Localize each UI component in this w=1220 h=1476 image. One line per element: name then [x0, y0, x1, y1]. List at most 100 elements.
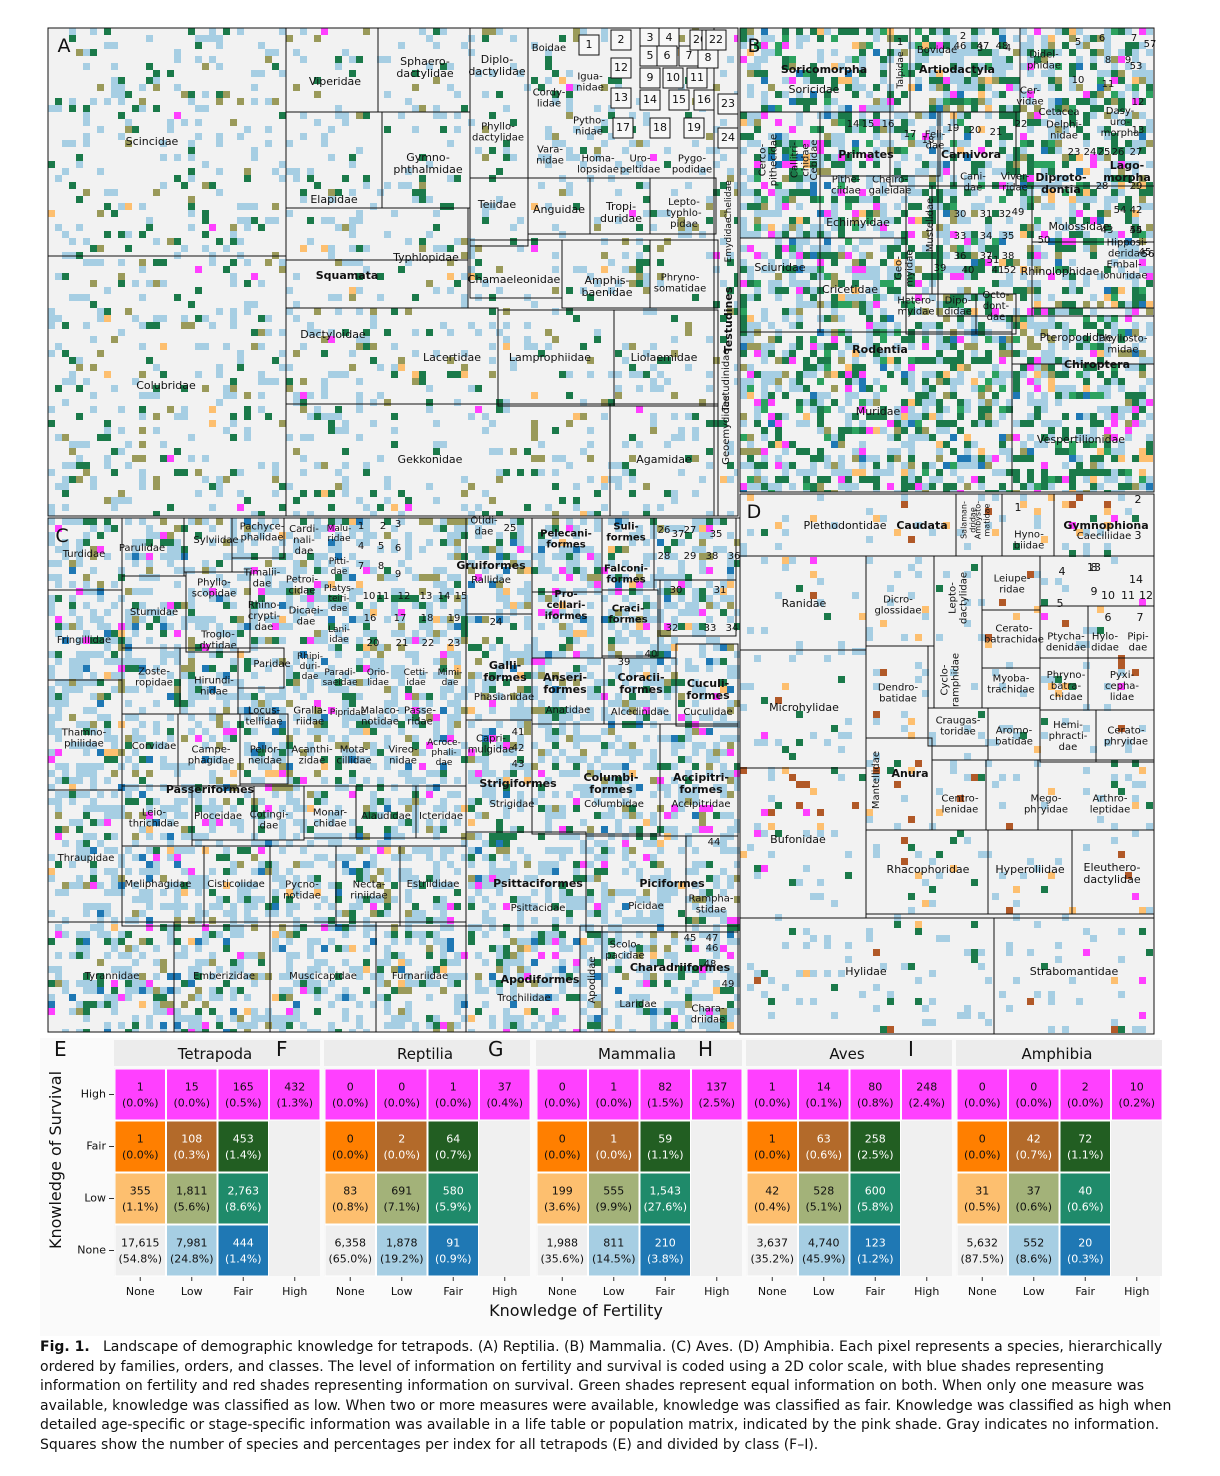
species-pixel: [887, 434, 894, 441]
species-pixel: [230, 693, 237, 700]
species-pixel: [678, 35, 685, 42]
species-pixel: [97, 245, 104, 252]
species-pixel: [230, 630, 237, 637]
species-pixel: [76, 658, 83, 665]
species-pixel: [1118, 448, 1125, 455]
species-pixel: [852, 413, 859, 420]
species-pixel: [139, 259, 146, 266]
species-pixel: [943, 168, 950, 175]
species-pixel: [55, 434, 62, 441]
species-pixel: [216, 371, 223, 378]
species-pixel: [405, 238, 412, 245]
species-pixel: [573, 609, 580, 616]
species-pixel: [69, 595, 76, 602]
species-pixel: [852, 448, 859, 455]
species-pixel: [160, 539, 167, 546]
species-pixel: [950, 210, 957, 217]
species-pixel: [1027, 336, 1034, 343]
species-pixel: [810, 336, 817, 343]
species-pixel: [992, 252, 999, 259]
species-pixel: [845, 336, 852, 343]
species-pixel: [1090, 455, 1097, 462]
species-pixel: [831, 371, 838, 378]
species-pixel: [1146, 476, 1153, 483]
species-pixel: [1048, 371, 1055, 378]
species-pixel: [111, 504, 118, 511]
species-pixel: [1076, 469, 1083, 476]
species-pixel: [125, 637, 132, 644]
species-pixel: [174, 693, 181, 700]
species-pixel: [265, 602, 272, 609]
species-pixel: [706, 518, 713, 525]
species-pixel: [118, 112, 125, 119]
species-pixel: [146, 77, 153, 84]
species-pixel: [265, 98, 272, 105]
species-pixel: [992, 364, 999, 371]
species-pixel: [810, 175, 817, 182]
species-pixel: [734, 182, 738, 189]
species-pixel: [237, 133, 244, 140]
species-pixel: [552, 266, 559, 273]
species-pixel: [678, 742, 685, 749]
species-pixel: [922, 469, 929, 476]
species-pixel: [447, 700, 454, 707]
species-pixel: [153, 77, 160, 84]
species-pixel: [1104, 196, 1111, 203]
species-pixel: [845, 28, 852, 35]
species-pixel: [859, 308, 866, 315]
species-pixel: [76, 686, 83, 693]
species-pixel: [1020, 287, 1027, 294]
species-pixel: [258, 707, 265, 714]
species-pixel: [195, 616, 202, 623]
species-pixel: [104, 609, 111, 616]
species-pixel: [1048, 294, 1055, 301]
species-pixel: [1125, 210, 1132, 217]
species-pixel: [657, 679, 664, 686]
species-pixel: [761, 70, 768, 77]
species-pixel: [419, 602, 426, 609]
species-pixel: [377, 749, 384, 756]
species-pixel: [335, 553, 342, 560]
species-pixel: [48, 749, 55, 756]
species-pixel: [810, 350, 817, 357]
species-pixel: [181, 735, 188, 742]
species-pixel: [1111, 140, 1118, 147]
species-pixel: [573, 504, 580, 511]
species-pixel: [922, 252, 929, 259]
species-pixel: [97, 210, 104, 217]
species-pixel: [454, 665, 461, 672]
species-pixel: [1027, 189, 1034, 196]
species-pixel: [943, 126, 950, 133]
species-pixel: [775, 455, 782, 462]
species-pixel: [664, 210, 671, 217]
species-pixel: [713, 637, 720, 644]
species-pixel: [447, 679, 454, 686]
species-pixel: [859, 385, 866, 392]
species-pixel: [943, 231, 950, 238]
species-pixel: [803, 385, 810, 392]
species-pixel: [692, 630, 699, 637]
species-pixel: [1090, 98, 1097, 105]
species-pixel: [629, 658, 636, 665]
species-pixel: [573, 546, 580, 553]
species-pixel: [985, 140, 992, 147]
species-pixel: [160, 343, 167, 350]
species-pixel: [852, 28, 859, 35]
species-pixel: [713, 742, 720, 749]
species-pixel: [314, 595, 321, 602]
family-number: 49: [1012, 207, 1025, 218]
species-pixel: [573, 742, 580, 749]
species-pixel: [363, 567, 370, 574]
species-pixel: [859, 469, 866, 476]
species-pixel: [363, 245, 370, 252]
species-pixel: [279, 329, 286, 336]
small-family-cell: [639, 89, 661, 111]
species-pixel: [573, 154, 580, 161]
species-pixel: [1055, 259, 1062, 266]
species-pixel: [202, 343, 209, 350]
species-pixel: [440, 595, 447, 602]
species-pixel: [678, 539, 685, 546]
species-pixel: [915, 56, 922, 63]
species-pixel: [83, 602, 90, 609]
species-pixel: [293, 686, 300, 693]
